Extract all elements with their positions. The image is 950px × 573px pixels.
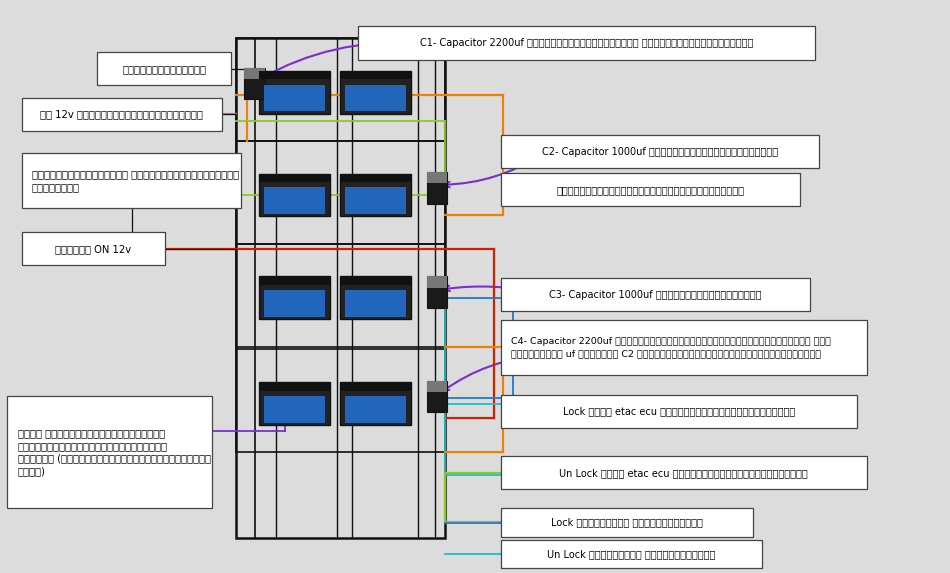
Bar <box>259 382 331 391</box>
Bar <box>427 380 447 412</box>
Bar <box>259 382 331 425</box>
FancyBboxPatch shape <box>501 173 800 206</box>
Text: Lock ฝั่งประตู จ่ายไฟชั่วลบ: Lock ฝั่งประตู จ่ายไฟชั่วลบ <box>551 517 703 528</box>
FancyBboxPatch shape <box>501 320 866 375</box>
Bar <box>259 70 331 79</box>
Bar <box>340 70 411 113</box>
Bar <box>345 291 406 317</box>
Text: เบรก เลนนี้จะจ่ายสัญญาณลบ
ตลอดเมื่อกดเบรกจะทำการตัด
สัญญาณ (จากที่ผมใช้มิเตอร์วั: เบรก เลนนี้จะจ่ายสัญญาณลบ ตลอดเมื่อกดเบร… <box>18 428 211 477</box>
Text: C4- Capacitor 2200uf เพื่อตัดระบบเส้นทรัลสัญญาณจากประตู และ
ต้องมีค่า uf มากกว่า: C4- Capacitor 2200uf เพื่อตัดระบบเส้นทรั… <box>511 337 831 358</box>
Text: สวิตช์ ON 12v: สวิตช์ ON 12v <box>55 244 131 254</box>
FancyBboxPatch shape <box>501 135 819 168</box>
FancyBboxPatch shape <box>501 456 866 489</box>
FancyBboxPatch shape <box>501 540 763 568</box>
Bar <box>340 174 411 182</box>
Bar <box>264 396 325 423</box>
Bar <box>340 174 411 217</box>
FancyBboxPatch shape <box>501 278 809 311</box>
FancyBboxPatch shape <box>501 395 857 427</box>
Bar <box>236 244 445 347</box>
Text: C1- Capacitor 2200uf หรือมากกว่านี้ก็ได้ ใช้หน่วยไฟประตูแล้ว: C1- Capacitor 2200uf หรือมากกว่านี้ก็ได้… <box>420 38 753 48</box>
Bar <box>340 382 411 391</box>
Bar <box>236 38 445 141</box>
Bar <box>345 396 406 423</box>
FancyBboxPatch shape <box>501 508 753 537</box>
Bar <box>340 277 411 319</box>
Text: Lock ฝั่ง etac ecu ไฟที่ออกมาเป็นชั่วครั้ว: Lock ฝั่ง etac ecu ไฟที่ออกมาเป็นชั่วครั… <box>562 406 795 416</box>
Bar <box>427 277 447 308</box>
Text: C2- Capacitor 1000uf ทำหน้าที่ดึงประตูประตู: C2- Capacitor 1000uf ทำหน้าที่ดึงประตูปร… <box>542 147 778 156</box>
Text: Un Lock ฝั่งประตู จ่ายไฟชั่วลบ: Un Lock ฝั่งประตู จ่ายไฟชั่วลบ <box>547 549 715 559</box>
FancyBboxPatch shape <box>22 232 164 265</box>
Bar <box>259 277 331 285</box>
Bar <box>264 291 325 317</box>
Text: Un Lock ฝั่ง etac ecu ไฟที่ออกมาเป็นชั่วครั้ว: Un Lock ฝั่ง etac ecu ไฟที่ออกมาเป็นชั่ว… <box>560 468 808 478</box>
FancyBboxPatch shape <box>8 397 212 508</box>
Bar <box>345 187 406 214</box>
FancyBboxPatch shape <box>22 154 240 208</box>
Bar <box>259 70 331 113</box>
Bar <box>259 277 331 319</box>
Bar <box>427 172 447 204</box>
Bar <box>244 68 265 99</box>
Bar <box>236 38 445 538</box>
Text: ไฟ 12v ที่มีการจ่ายกระแสตลอด: ไฟ 12v ที่มีการจ่ายกระแสตลอด <box>40 109 203 119</box>
Bar <box>427 277 447 288</box>
Bar <box>340 382 411 425</box>
Text: กราวด์ลงตัวถัง: กราวด์ลงตัวถัง <box>123 64 206 74</box>
Bar <box>244 68 265 79</box>
Bar <box>427 172 447 183</box>
Bar <box>340 277 411 285</box>
Text: C3- Capacitor 1000uf หน่วงเวลาประตูแล้ว: C3- Capacitor 1000uf หน่วงเวลาประตูแล้ว <box>549 289 762 300</box>
Bar <box>264 85 325 111</box>
Bar <box>236 141 445 244</box>
FancyBboxPatch shape <box>98 52 231 85</box>
FancyBboxPatch shape <box>22 98 221 131</box>
Bar <box>340 70 411 79</box>
Bar <box>259 174 331 217</box>
Text: ไดโอดป้องกันไม่ให้กระแสไฟไหลกลับ: ไดโอดป้องกันไม่ให้กระแสไฟไหลกลับ <box>557 185 745 195</box>
Bar <box>236 350 445 452</box>
Text: ลายเช็คประตูแล้ว ถ้าประตูแล้วระบบจะ
ไม่ทำงาน: ลายเช็คประตูแล้ว ถ้าประตูแล้วระบบจะ ไม่ท… <box>32 170 239 192</box>
Bar <box>259 174 331 182</box>
Bar <box>264 187 325 214</box>
FancyBboxPatch shape <box>358 26 814 60</box>
Bar <box>345 85 406 111</box>
Bar <box>427 380 447 391</box>
